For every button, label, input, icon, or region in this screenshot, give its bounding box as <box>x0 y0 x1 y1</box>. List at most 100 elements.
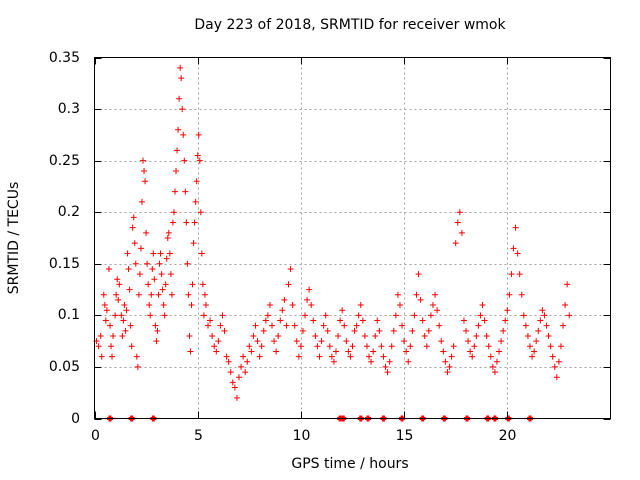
data-point <box>95 343 102 350</box>
chart-title: Day 223 of 2018, SRMTID for receiver wmo… <box>194 17 506 33</box>
data-point <box>262 317 269 324</box>
data-point <box>233 394 240 401</box>
data-point <box>533 338 540 345</box>
data-point <box>291 322 298 329</box>
data-point <box>322 312 329 319</box>
y-tick-label: 0.15 <box>48 255 80 272</box>
data-point <box>370 348 377 355</box>
data-point <box>109 353 116 360</box>
data-point <box>113 291 120 298</box>
data-point <box>403 348 410 355</box>
data-point <box>127 322 134 329</box>
data-point <box>103 307 110 314</box>
data-point <box>524 332 531 339</box>
data-point <box>283 322 290 329</box>
data-point <box>250 332 257 339</box>
data-point <box>252 322 259 329</box>
data-point <box>326 343 333 350</box>
data-point <box>160 302 167 309</box>
data-point <box>496 348 503 355</box>
data-point <box>151 276 158 283</box>
data-point <box>539 307 546 314</box>
data-point <box>359 317 366 324</box>
data-point <box>421 332 428 339</box>
data-point <box>163 255 170 262</box>
data-point <box>248 348 255 355</box>
data-point <box>202 302 209 309</box>
data-point <box>171 188 178 195</box>
data-point <box>184 260 191 267</box>
data-point <box>114 276 121 283</box>
data-point <box>162 281 169 288</box>
data-point <box>227 369 234 376</box>
data-point <box>481 317 488 324</box>
data-point <box>341 322 348 329</box>
data-point <box>448 353 455 360</box>
data-point <box>197 209 204 216</box>
data-point <box>454 219 461 226</box>
data-point <box>173 167 180 174</box>
data-point <box>465 338 472 345</box>
y-tick-label: 0.3 <box>57 100 80 117</box>
data-point <box>357 302 364 309</box>
y-tick-label: 0.25 <box>48 152 80 169</box>
data-point <box>207 317 214 324</box>
data-point <box>244 358 251 365</box>
data-point <box>347 353 354 360</box>
data-point <box>345 348 352 355</box>
data-point <box>411 312 418 319</box>
data-point <box>126 286 133 293</box>
data-point <box>238 363 245 370</box>
data-point <box>217 322 224 329</box>
data-point <box>193 178 200 185</box>
data-point <box>479 302 486 309</box>
data-point <box>174 147 181 154</box>
y-tick-label: 0.1 <box>57 306 80 323</box>
data-point <box>363 343 370 350</box>
data-point <box>136 271 143 278</box>
data-point <box>192 198 199 205</box>
data-point <box>165 229 172 236</box>
data-point <box>392 312 399 319</box>
data-point <box>339 307 346 314</box>
data-point <box>529 353 536 360</box>
data-point <box>434 307 441 314</box>
data-point <box>444 369 451 376</box>
data-point <box>188 302 195 309</box>
data-point <box>177 64 184 71</box>
data-point <box>196 157 203 164</box>
data-point <box>273 348 280 355</box>
data-point <box>131 240 138 247</box>
data-point <box>142 178 149 185</box>
data-point <box>116 281 123 288</box>
data-point <box>159 286 166 293</box>
data-point <box>275 332 282 339</box>
data-point <box>185 291 192 298</box>
data-point <box>235 374 242 381</box>
data-point <box>308 302 315 309</box>
data-point <box>541 312 548 319</box>
data-point <box>112 312 119 319</box>
data-point <box>271 338 278 345</box>
data-point <box>419 317 426 324</box>
data-point <box>531 348 538 355</box>
data-point <box>483 332 490 339</box>
data-point <box>221 327 228 334</box>
data-point <box>384 369 391 376</box>
x-tick-label: 0 <box>91 428 100 444</box>
data-point <box>376 327 383 334</box>
data-point <box>473 332 480 339</box>
data-point <box>191 219 198 226</box>
data-point <box>124 250 131 257</box>
data-point <box>154 327 161 334</box>
data-point <box>258 343 265 350</box>
data-point <box>260 327 267 334</box>
y-axis-label: SRMTID / TECUs <box>6 181 22 295</box>
data-point <box>475 322 482 329</box>
data-point <box>134 363 141 370</box>
data-point <box>425 327 432 334</box>
data-point <box>140 157 147 164</box>
data-point <box>128 343 135 350</box>
data-point <box>349 343 356 350</box>
data-point <box>199 281 206 288</box>
